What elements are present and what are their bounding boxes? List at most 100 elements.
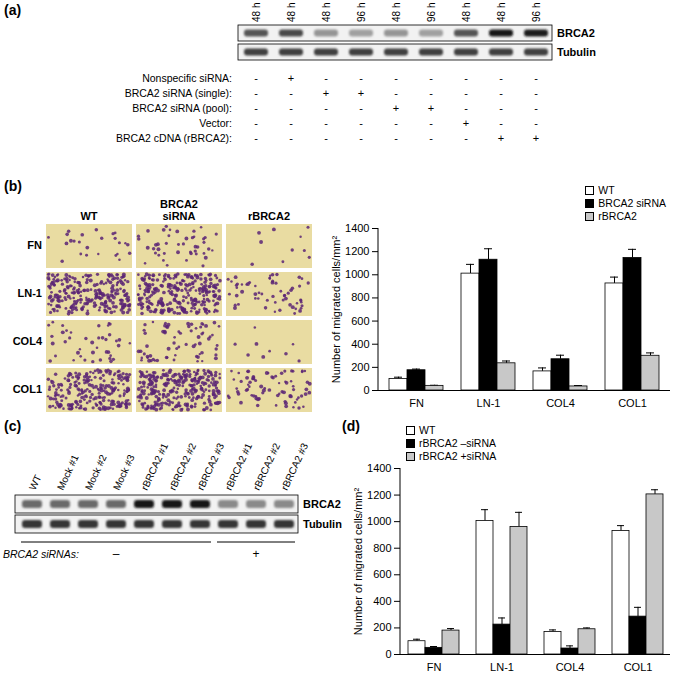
svg-text:WT: WT (27, 473, 44, 492)
svg-text:-: - (464, 87, 468, 99)
svg-text:BRCA2 siRNA (pool):: BRCA2 siRNA (pool): (132, 102, 232, 114)
svg-text:Mock #1: Mock #1 (55, 453, 81, 492)
svg-text:400: 400 (373, 595, 391, 607)
svg-text:1000: 1000 (367, 515, 391, 527)
svg-text:+: + (252, 547, 259, 561)
svg-text:-: - (324, 72, 328, 84)
svg-text:48 h: 48 h (461, 3, 472, 22)
svg-text:96 h: 96 h (531, 3, 542, 22)
svg-text:+: + (358, 87, 364, 99)
svg-text:800: 800 (351, 291, 369, 303)
svg-text:rBRCA2 #1: rBRCA2 #1 (139, 441, 171, 492)
svg-text:Mock #2: Mock #2 (83, 453, 109, 492)
svg-text:BRCA2: BRCA2 (303, 498, 341, 510)
svg-text:Number of migrated cells/mm²: Number of migrated cells/mm² (330, 236, 342, 384)
svg-text:COL4: COL4 (546, 397, 575, 409)
svg-text:COL1: COL1 (618, 397, 647, 409)
svg-text:FN: FN (409, 397, 424, 409)
svg-text:rBRCA2 #2: rBRCA2 #2 (167, 441, 199, 492)
svg-text:LN-1: LN-1 (477, 397, 501, 409)
svg-text:Mock #3: Mock #3 (111, 453, 137, 492)
svg-text:+: + (498, 132, 504, 144)
svg-text:BRCA2: BRCA2 (557, 27, 595, 39)
svg-text:COL1: COL1 (624, 661, 653, 673)
svg-text:-: - (324, 132, 328, 144)
svg-text:-: - (254, 117, 258, 129)
svg-text:-: - (359, 72, 363, 84)
svg-text:–: – (113, 547, 120, 561)
svg-text:-: - (359, 102, 363, 114)
svg-text:Vector:: Vector: (199, 117, 232, 129)
svg-text:-: - (289, 117, 293, 129)
svg-text:+: + (393, 102, 399, 114)
svg-text:rBRCA2 #3: rBRCA2 #3 (279, 441, 311, 492)
svg-text:-: - (254, 132, 258, 144)
svg-text:1200: 1200 (367, 489, 391, 501)
svg-text:-: - (254, 87, 258, 99)
svg-text:-: - (499, 72, 503, 84)
svg-text:-: - (359, 117, 363, 129)
svg-text:600: 600 (351, 315, 369, 327)
svg-text:-: - (394, 72, 398, 84)
svg-text:-: - (464, 72, 468, 84)
svg-text:rBRCA2 #1: rBRCA2 #1 (223, 441, 255, 492)
svg-text:-: - (394, 87, 398, 99)
svg-text:200: 200 (373, 621, 391, 633)
svg-text:0: 0 (385, 648, 391, 660)
svg-text:-: - (429, 72, 433, 84)
svg-text:BRCA2 cDNA (rBRCA2):: BRCA2 cDNA (rBRCA2): (116, 132, 232, 144)
svg-text:-: - (394, 117, 398, 129)
svg-text:-: - (534, 87, 538, 99)
svg-text:800: 800 (373, 542, 391, 554)
svg-text:1000: 1000 (345, 268, 369, 280)
svg-text:96 h: 96 h (426, 3, 437, 22)
svg-text:600: 600 (373, 568, 391, 580)
svg-text:+: + (288, 72, 294, 84)
svg-text:0: 0 (363, 384, 369, 396)
svg-text:-: - (464, 132, 468, 144)
svg-text:-: - (289, 87, 293, 99)
svg-text:+: + (533, 132, 539, 144)
svg-text:Nonspecific siRNA:: Nonspecific siRNA: (142, 72, 232, 84)
svg-text:-: - (499, 102, 503, 114)
svg-text:rBRCA2 #2: rBRCA2 #2 (251, 441, 283, 492)
svg-text:-: - (429, 132, 433, 144)
svg-text:-: - (324, 117, 328, 129)
svg-text:FN: FN (427, 661, 442, 673)
svg-text:-: - (254, 72, 258, 84)
svg-text:200: 200 (351, 361, 369, 373)
svg-text:48 h: 48 h (391, 3, 402, 22)
svg-text:-: - (429, 87, 433, 99)
svg-text:-: - (499, 117, 503, 129)
svg-text:BRCA2 siRNAs:: BRCA2 siRNAs: (3, 548, 79, 560)
svg-text:rBRCA2 #3: rBRCA2 #3 (195, 441, 227, 492)
svg-text:-: - (254, 102, 258, 114)
svg-text:48 h: 48 h (321, 3, 332, 22)
svg-text:+: + (323, 87, 329, 99)
svg-text:-: - (394, 132, 398, 144)
svg-text:-: - (289, 132, 293, 144)
svg-text:-: - (534, 72, 538, 84)
svg-text:-: - (499, 87, 503, 99)
svg-text:-: - (429, 117, 433, 129)
svg-text:LN-1: LN-1 (490, 661, 514, 673)
svg-text:Tubulin: Tubulin (303, 518, 342, 530)
svg-text:-: - (464, 102, 468, 114)
svg-text:+: + (428, 102, 434, 114)
svg-text:+: + (463, 117, 469, 129)
svg-text:400: 400 (351, 338, 369, 350)
svg-text:BRCA2 siRNA (single):: BRCA2 siRNA (single): (125, 87, 232, 99)
svg-text:1200: 1200 (345, 245, 369, 257)
svg-text:-: - (324, 102, 328, 114)
svg-text:48 h: 48 h (496, 3, 507, 22)
svg-text:COL4: COL4 (556, 661, 585, 673)
svg-text:Number of migrated cells/mm²: Number of migrated cells/mm² (352, 488, 364, 636)
svg-text:48 h: 48 h (286, 3, 297, 22)
svg-text:48 h: 48 h (251, 3, 262, 22)
svg-text:1400: 1400 (345, 222, 369, 234)
svg-text:1400: 1400 (367, 462, 391, 474)
svg-text:Tubulin: Tubulin (557, 46, 596, 58)
svg-text:-: - (359, 132, 363, 144)
svg-text:-: - (534, 117, 538, 129)
svg-text:96 h: 96 h (356, 3, 367, 22)
